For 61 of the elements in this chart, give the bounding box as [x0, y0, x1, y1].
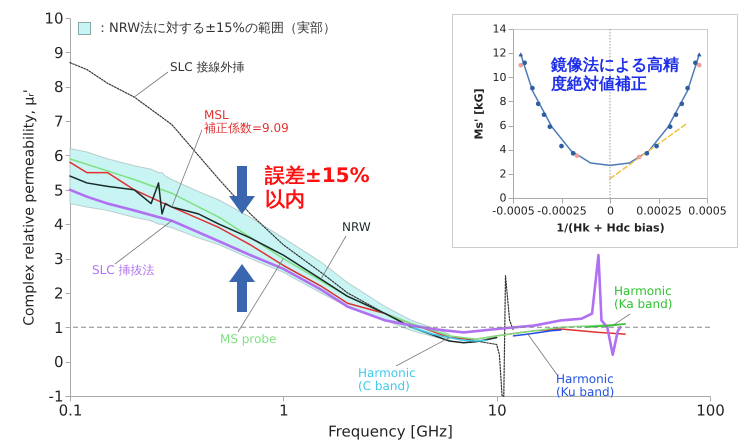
point [693, 60, 698, 66]
point [696, 52, 702, 56]
point [536, 102, 541, 106]
y-tick-label: 5 [54, 181, 64, 200]
point [636, 154, 642, 160]
y-tick-label: 14 [492, 22, 506, 36]
y-tick-label: 10 [44, 10, 64, 28]
annotation: 誤差±15%以内 [265, 163, 370, 211]
y-tick-label: 7 [54, 112, 64, 131]
point [674, 112, 678, 118]
x-axis-title: Frequency [GHz] [328, 422, 453, 440]
y-tick-label: 0 [500, 192, 506, 204]
point [696, 62, 702, 68]
text: Harmonic (C band) [358, 366, 416, 393]
y-tick-label: 6 [54, 146, 64, 165]
point [574, 153, 580, 158]
point [679, 102, 684, 106]
point [530, 86, 535, 90]
y-tick-label: 1 [54, 318, 64, 337]
y-tick-label: 3 [54, 250, 64, 268]
point [518, 52, 524, 56]
text: SLC 接線外挿 [170, 60, 244, 74]
y-tick-label: 2 [500, 167, 506, 180]
point [654, 144, 659, 148]
x-tick-label: 0.0005 [688, 204, 727, 218]
y-tick-label: 4 [54, 216, 64, 234]
y-tick-label: 8 [500, 94, 506, 108]
point [548, 124, 552, 130]
point [685, 86, 690, 90]
y-axis-title: Ms' [kG] [472, 88, 486, 140]
text: Harmonic (Ku band) [556, 372, 614, 399]
text: MSL 補正係数=9.09 [204, 108, 289, 135]
x-axis-title: 1/(Hk + Hdc bias) [556, 222, 665, 234]
text: MS probe [220, 332, 276, 346]
point [570, 150, 576, 156]
x-tick-label: 0.00025 [636, 204, 682, 218]
text: NRW [342, 220, 371, 234]
point [668, 124, 672, 130]
point [518, 62, 524, 68]
annotation: ：NRW法に対する±15%の範囲（実部） [96, 21, 336, 36]
y-tick-label: 8 [54, 78, 64, 96]
point [522, 60, 527, 66]
y-axis-title: Complex relative permeability, μᵣ' [21, 89, 38, 326]
series-label: Harmonic (Ka band) [614, 284, 672, 311]
y-tick-label: 10 [492, 70, 506, 84]
point [644, 150, 650, 156]
x-tick-label: 0 [607, 204, 614, 218]
annotation: 鏡像法による高精度絶対値補正 [551, 55, 680, 94]
y-tick-label: 12 [492, 46, 506, 60]
x-tick-label: -0.00025 [537, 204, 587, 218]
y-tick-label: 0 [54, 353, 64, 372]
x-tick-label: -0.0005 [492, 204, 535, 218]
text: SLC 挿抜法 [92, 263, 154, 277]
x-tick-label: 1 [279, 402, 289, 420]
y-tick-label: 6 [500, 119, 506, 132]
y-tick-label: 9 [54, 44, 64, 62]
y-tick-label: 2 [54, 284, 64, 302]
y-tick-label: 4 [500, 143, 506, 156]
x-tick-label: 100 [696, 402, 725, 420]
point [559, 144, 564, 148]
point [542, 112, 546, 118]
